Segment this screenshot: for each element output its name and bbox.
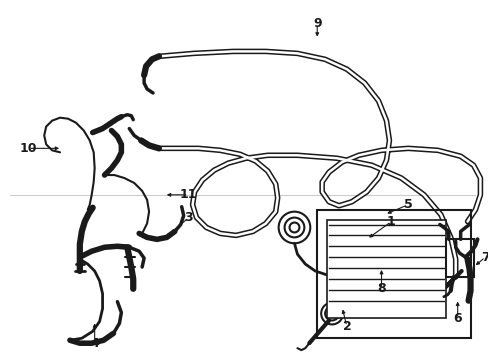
Bar [326,220,445,319]
Text: 6: 6 [452,312,461,325]
Text: 11: 11 [180,188,197,201]
Text: 10: 10 [20,142,37,155]
Text: 7: 7 [480,251,488,264]
Text: 9: 9 [312,17,321,30]
Text: 8: 8 [376,282,385,295]
Bar [445,239,472,277]
Text: 1: 1 [386,215,395,228]
Text: 2: 2 [342,320,350,333]
Text: 3: 3 [184,211,193,224]
Text: 5: 5 [403,198,412,211]
Text: 4: 4 [90,337,99,350]
Bar [317,210,469,338]
